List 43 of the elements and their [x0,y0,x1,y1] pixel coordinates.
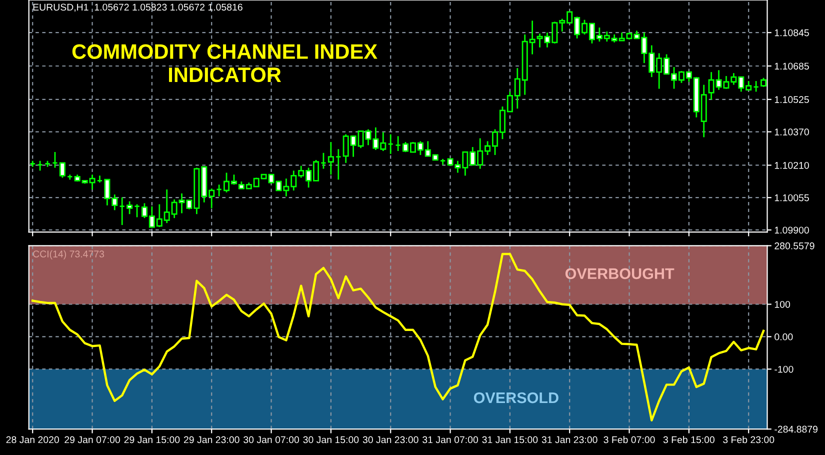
x-tick-label: 28 Jan 2020 [6,436,59,444]
candlestick [52,151,58,168]
annotation: CCI(14) 73.4773 [33,250,104,260]
y-tick-label: 1.10370 [774,128,809,136]
y-tick-label: 1.10525 [774,96,809,104]
y-tick-label: 0.00 [774,333,793,340]
y-tick-label: 280.5579 [774,242,814,250]
x-tick-label: 29 Jan 23:00 [184,436,240,444]
x-tick-label: 30 Jan 23:00 [362,436,418,444]
x-tick-label: 30 Jan 07:00 [244,436,300,444]
y-tick-label: -284.8879 [774,426,818,433]
x-tick-label: 3 Feb 23:00 [723,436,774,444]
candlestick [388,134,394,155]
y-tick-label: 1.09900 [774,226,809,234]
candlestick [753,80,760,92]
candlestick [335,148,342,180]
candlestick [134,204,140,218]
chart-subtitle: EURUSD,H1 1.05672 1.05823 1.05672 1.05816 [33,4,242,12]
x-tick-label: 3 Feb 15:00 [663,436,715,444]
x-tick-label: 31 Jan 15:00 [482,436,538,444]
y-tick-label: -100 [774,366,794,373]
candlestick [320,152,326,170]
band-label: OVERBOUGHT [565,268,674,280]
y-tick-label: 100 [774,300,790,308]
candlestick [59,162,66,178]
y-tick-label: 1.10210 [774,162,809,169]
candlestick [395,135,402,152]
text: COMMODITY CHANNEL INDEX INDICATOR [72,44,378,82]
x-tick-label: 31 Jan 07:00 [422,436,478,444]
y-tick-label: 1.10055 [774,194,809,202]
x-tick-label: 29 Jan 07:00 [64,436,120,444]
band-label: OVERSOLD [474,392,558,404]
x-tick-label: 31 Jan 23:00 [542,436,598,444]
x-tick-label: 30 Jan 15:00 [303,436,359,444]
candlestick [37,160,44,172]
candlestick [328,141,334,176]
candlestick [119,196,126,226]
candlestick [216,184,222,198]
candlestick [126,200,133,215]
y-tick-label: 1.10685 [774,62,809,70]
y-tick-label: 1.10845 [774,29,809,36]
x-tick-label: 29 Jan 15:00 [124,436,180,444]
x-tick-label: 3 Feb 07:00 [604,436,655,444]
